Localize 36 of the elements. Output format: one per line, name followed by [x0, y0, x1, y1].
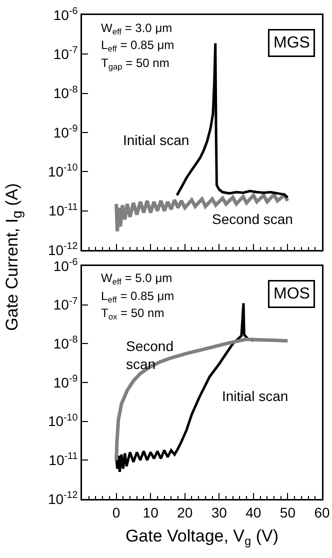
annotation: T$_{ox}$ = 50 nm: [101, 306, 164, 322]
line-series: [114, 337, 290, 462]
y-tick-label: 10$^{-7}$: [53, 296, 78, 313]
annotation: Second scan: [126, 338, 174, 372]
annotation: L$_{eff}$ = 0.85 μm: [101, 289, 174, 305]
x-tick-label: 50: [280, 504, 296, 520]
x-tick-label: 10: [142, 504, 159, 520]
y-tick-label: 10$^{-12}$: [48, 241, 78, 258]
y-tick-label: 10$^{-7}$: [53, 45, 78, 62]
line-series: [115, 302, 255, 474]
x-tick-label: 60: [314, 504, 330, 520]
annotation: MGS: [274, 34, 310, 52]
y-tick-label: 10$^{-8}$: [53, 84, 78, 102]
annotation: L$_{eff}$ = 0.85 μm: [101, 38, 174, 54]
x-tick-label: 0: [112, 504, 120, 520]
y-tick-label: 10$^{-8}$: [53, 334, 78, 352]
y-tick-label: 10$^{-9}$: [53, 374, 78, 390]
y-tick-label: 10$^{-12}$: [48, 490, 78, 507]
y-tick-label: 10$^{-11}$: [48, 202, 78, 219]
y-tick-label: 10$^{-10}$: [48, 412, 78, 430]
annotation: Initial scan: [222, 388, 288, 404]
y-tick-label: 10$^{-9}$: [53, 124, 78, 140]
x-tick-label: 20: [177, 504, 193, 520]
y-tick-label: 10$^{-10}$: [48, 162, 78, 180]
x-axis-title: Gate Voltage, V$_{g}$ (V): [125, 526, 279, 548]
x-tick-label: 40: [246, 504, 262, 520]
annotation: Initial scan: [123, 132, 190, 148]
annotation: W$_{eff}$ = 3.0 μm: [101, 21, 172, 37]
x-tick-label: 30: [211, 504, 228, 520]
y-tick-label: 10$^{-6}$: [53, 257, 78, 274]
annotation: Second scan: [212, 211, 293, 227]
y-tick-label: 10$^{-11}$: [48, 451, 78, 468]
annotation: T$_{gap}$ = 50 nm: [101, 56, 170, 72]
annotation: MOS: [274, 286, 310, 302]
annotation: W$_{eff}$ = 5.0 μm: [101, 271, 172, 287]
y-tick-label: 10$^{-6}$: [53, 6, 78, 23]
